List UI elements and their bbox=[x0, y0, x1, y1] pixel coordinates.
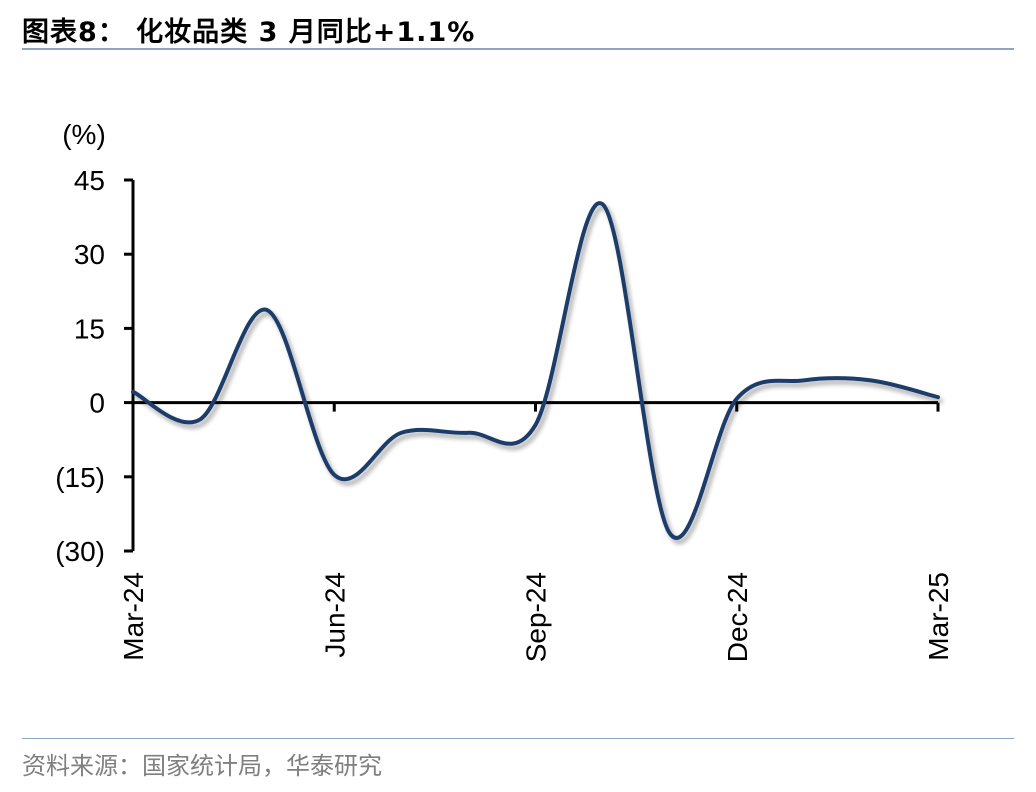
x-tick-label: Mar-24 bbox=[118, 572, 149, 661]
line-chart: 45 30 15 0 (15) (30) Mar-24 Jun-24 Sep-24 Dec-24… bbox=[55, 119, 954, 662]
y-tick-label: (30) bbox=[55, 536, 105, 567]
x-tick-label: Mar-25 bbox=[923, 572, 954, 661]
x-tick-label: Sep-24 bbox=[521, 572, 552, 662]
source-note: 资料来源：国家统计局，华泰研究 bbox=[22, 752, 382, 780]
x-tick-label: Jun-24 bbox=[319, 572, 350, 658]
title-divider bbox=[22, 48, 1014, 50]
series-line bbox=[131, 201, 940, 540]
y-unit-label: (%) bbox=[62, 119, 106, 150]
y-tick-label: (15) bbox=[55, 462, 105, 493]
footer-divider bbox=[22, 738, 1014, 739]
chart-title: 图表8： 化妆品类 3 月同比+1.1% bbox=[22, 17, 476, 48]
y-tick-label: 0 bbox=[89, 388, 105, 419]
y-tick-label: 45 bbox=[74, 165, 105, 196]
y-tick-label: 30 bbox=[74, 239, 105, 270]
y-tick-label: 15 bbox=[74, 313, 105, 344]
x-tick-label: Dec-24 bbox=[722, 572, 753, 662]
